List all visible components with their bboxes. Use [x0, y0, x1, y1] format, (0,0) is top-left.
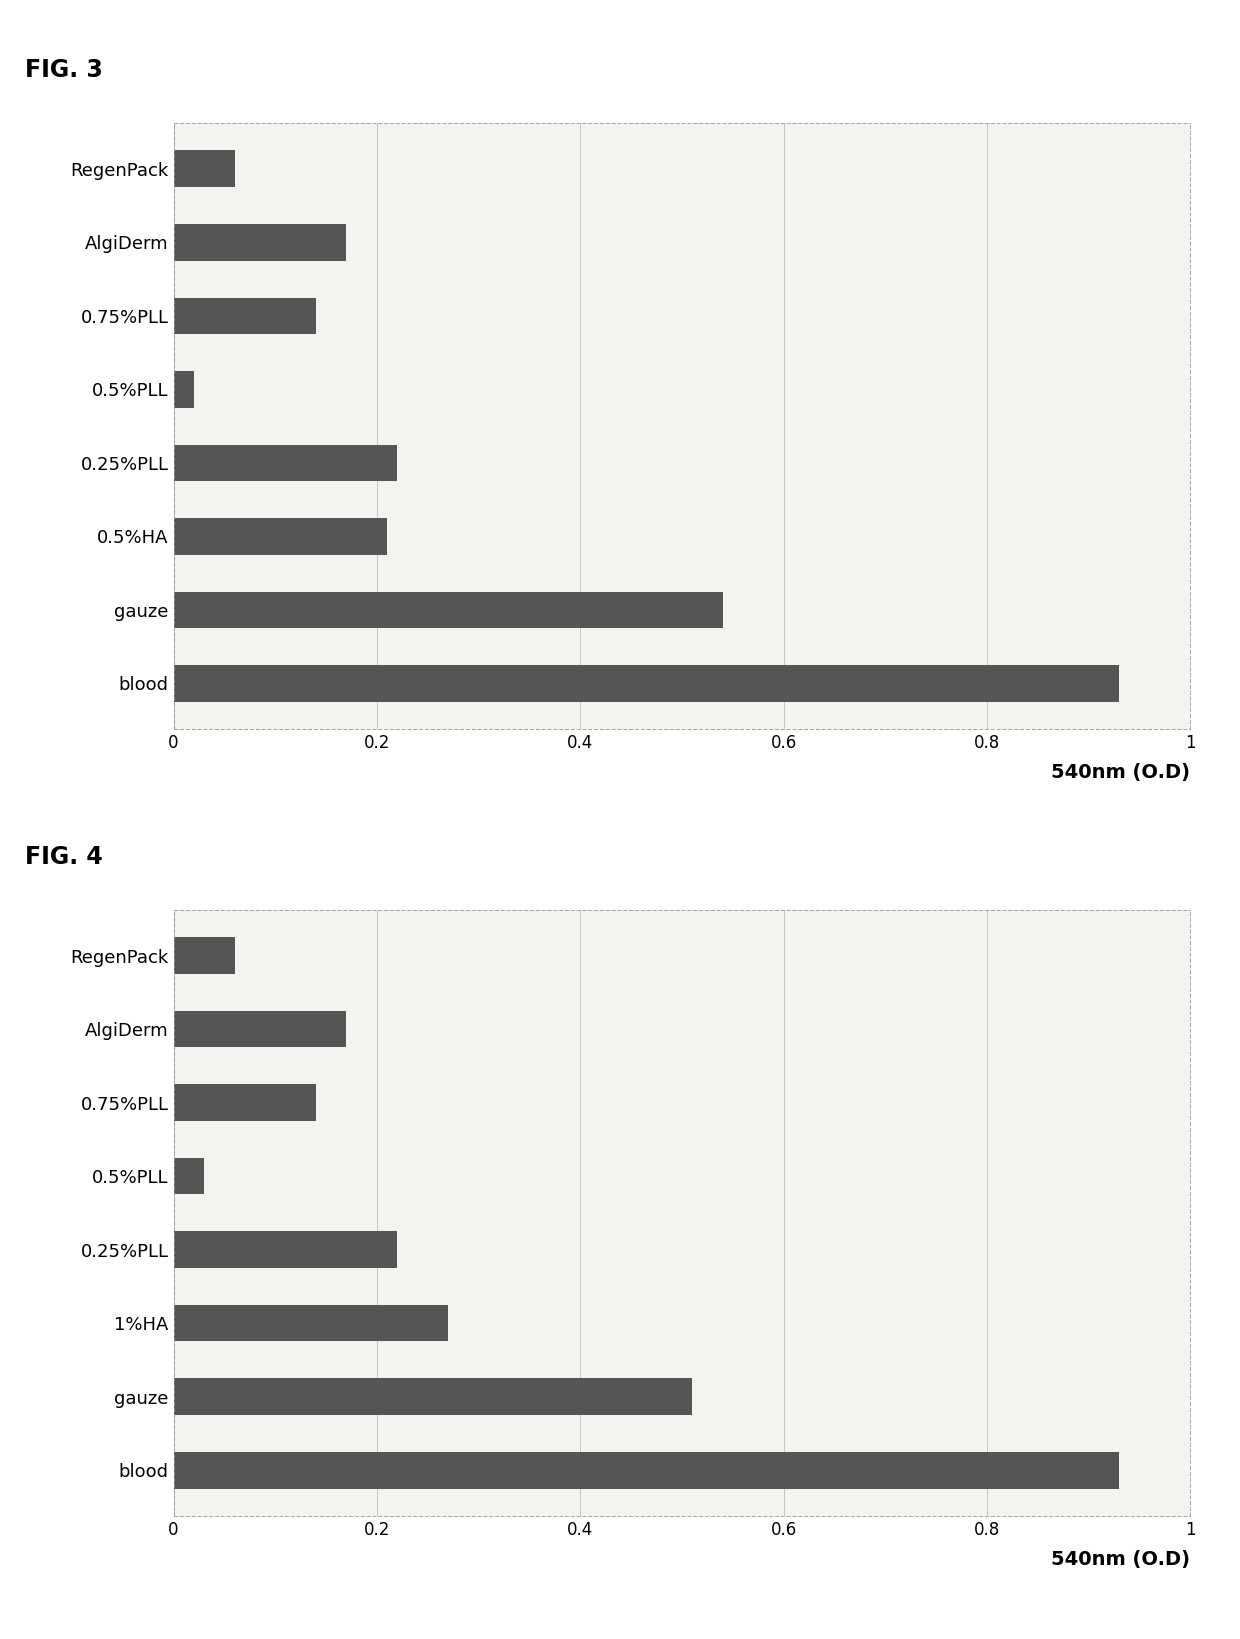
Bar	[174, 298, 316, 334]
Bar	[174, 370, 193, 408]
Bar	[174, 518, 387, 554]
Bar	[174, 1452, 1120, 1488]
Text: FIG. 4: FIG. 4	[25, 844, 103, 869]
X-axis label: 540nm (O.D): 540nm (O.D)	[1052, 764, 1190, 782]
Bar	[174, 1378, 692, 1414]
Bar	[174, 1011, 346, 1047]
Bar	[174, 592, 723, 628]
Bar	[174, 151, 234, 187]
Bar	[174, 225, 346, 261]
Bar	[174, 938, 234, 974]
Text: FIG. 3: FIG. 3	[25, 57, 103, 82]
Bar	[174, 1305, 448, 1341]
Bar	[174, 1231, 397, 1269]
Bar	[174, 444, 397, 482]
Bar	[174, 1085, 316, 1121]
Bar	[174, 1157, 205, 1195]
X-axis label: 540nm (O.D): 540nm (O.D)	[1052, 1550, 1190, 1569]
Bar	[174, 665, 1120, 701]
